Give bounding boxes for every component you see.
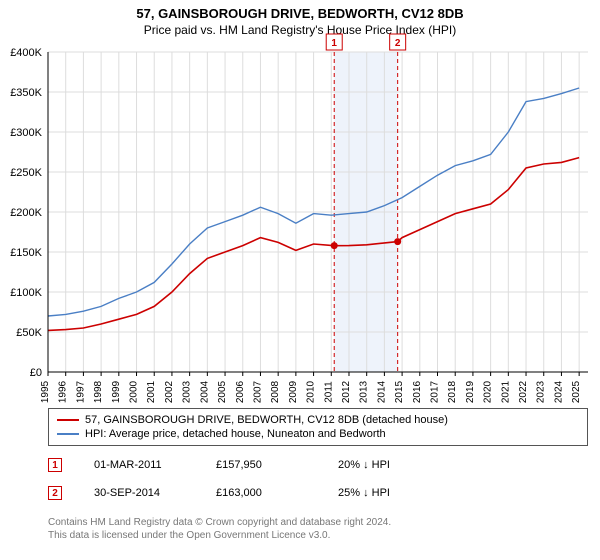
svg-text:2014: 2014 bbox=[376, 380, 387, 403]
svg-text:£150K: £150K bbox=[10, 247, 42, 259]
transaction-price: £163,000 bbox=[216, 487, 306, 499]
svg-text:£200K: £200K bbox=[10, 207, 42, 219]
svg-text:2010: 2010 bbox=[306, 380, 317, 403]
svg-text:2019: 2019 bbox=[465, 380, 476, 403]
svg-text:£0: £0 bbox=[30, 367, 42, 379]
transaction-marker: 2 bbox=[48, 486, 62, 500]
svg-text:2024: 2024 bbox=[553, 380, 564, 403]
svg-text:2009: 2009 bbox=[288, 380, 299, 403]
transaction-price: £157,950 bbox=[216, 459, 306, 471]
legend-label: 57, GAINSBOROUGH DRIVE, BEDWORTH, CV12 8… bbox=[85, 414, 448, 426]
svg-text:2008: 2008 bbox=[270, 380, 281, 403]
svg-text:£250K: £250K bbox=[10, 167, 42, 179]
svg-text:2011: 2011 bbox=[323, 381, 334, 403]
footer-attribution: Contains HM Land Registry data © Crown c… bbox=[48, 516, 391, 542]
svg-text:1995: 1995 bbox=[40, 380, 51, 403]
legend-swatch bbox=[57, 419, 79, 421]
legend-item: 57, GAINSBOROUGH DRIVE, BEDWORTH, CV12 8… bbox=[57, 413, 579, 427]
svg-text:2007: 2007 bbox=[252, 380, 263, 403]
legend-label: HPI: Average price, detached house, Nune… bbox=[85, 428, 386, 440]
svg-text:2005: 2005 bbox=[217, 380, 228, 403]
line-chart: £0 £50K £100K £150K £200K £250K £300K £350K £400… bbox=[0, 0, 600, 408]
svg-text:2020: 2020 bbox=[483, 380, 494, 403]
svg-text:1999: 1999 bbox=[111, 380, 122, 403]
svg-text:2015: 2015 bbox=[394, 380, 405, 403]
svg-text:2004: 2004 bbox=[199, 380, 210, 403]
svg-text:2025: 2025 bbox=[571, 380, 582, 403]
transaction-date: 30-SEP-2014 bbox=[94, 487, 184, 499]
transaction-row: 1 01-MAR-2011 £157,950 20% ↓ HPI bbox=[48, 458, 428, 472]
svg-text:1996: 1996 bbox=[58, 380, 69, 403]
svg-text:2018: 2018 bbox=[447, 380, 458, 403]
legend-item: HPI: Average price, detached house, Nune… bbox=[57, 427, 579, 441]
svg-text:2: 2 bbox=[395, 38, 401, 49]
svg-text:£350K: £350K bbox=[10, 87, 42, 99]
footer-line: Contains HM Land Registry data © Crown c… bbox=[48, 516, 391, 529]
transaction-row: 2 30-SEP-2014 £163,000 25% ↓ HPI bbox=[48, 486, 428, 500]
svg-text:2006: 2006 bbox=[235, 380, 246, 403]
svg-text:2021: 2021 bbox=[500, 380, 511, 403]
svg-text:2023: 2023 bbox=[536, 380, 547, 403]
svg-text:2022: 2022 bbox=[518, 380, 529, 403]
svg-text:£100K: £100K bbox=[10, 287, 42, 299]
svg-text:2012: 2012 bbox=[341, 380, 352, 403]
svg-text:2000: 2000 bbox=[129, 380, 140, 403]
transaction-diff: 25% ↓ HPI bbox=[338, 487, 428, 499]
svg-text:2001: 2001 bbox=[146, 380, 157, 403]
svg-text:£400K: £400K bbox=[10, 47, 42, 59]
svg-text:£50K: £50K bbox=[16, 327, 42, 339]
svg-text:2016: 2016 bbox=[412, 380, 423, 403]
svg-text:£300K: £300K bbox=[10, 127, 42, 139]
svg-text:2003: 2003 bbox=[182, 380, 193, 403]
legend-swatch bbox=[57, 433, 79, 435]
svg-text:1998: 1998 bbox=[93, 380, 104, 403]
svg-text:1: 1 bbox=[331, 38, 337, 49]
transaction-marker: 1 bbox=[48, 458, 62, 472]
svg-text:2002: 2002 bbox=[164, 380, 175, 403]
chart-legend: 57, GAINSBOROUGH DRIVE, BEDWORTH, CV12 8… bbox=[48, 408, 588, 446]
transaction-date: 01-MAR-2011 bbox=[94, 459, 184, 471]
svg-text:2017: 2017 bbox=[430, 380, 441, 403]
transaction-diff: 20% ↓ HPI bbox=[338, 459, 428, 471]
svg-text:2013: 2013 bbox=[359, 380, 370, 403]
svg-text:1997: 1997 bbox=[75, 380, 86, 403]
footer-line: This data is licensed under the Open Gov… bbox=[48, 529, 391, 542]
